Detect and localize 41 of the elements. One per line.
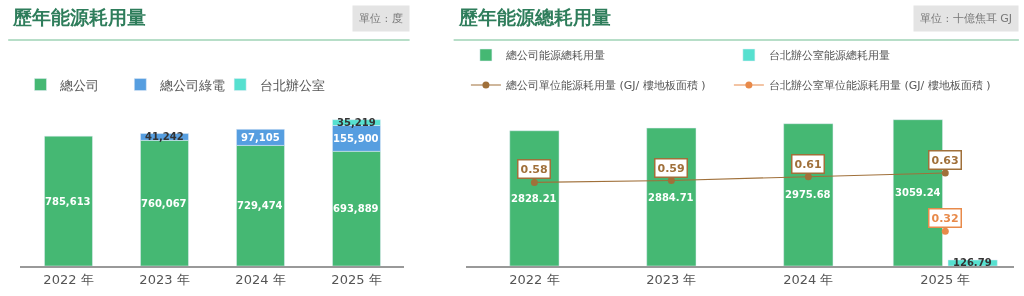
data-label: 155,900 — [333, 133, 379, 144]
x-tick-label: 2023 年 — [139, 271, 190, 287]
data-label: 0.58 — [520, 162, 548, 176]
legend-label: 台北辦公室 — [260, 77, 326, 93]
data-label: 126.79 — [953, 257, 992, 268]
point — [530, 178, 538, 186]
data-label: 2975.68 — [785, 189, 831, 200]
chart-subtitle: 單位 : 度 — [359, 12, 403, 25]
data-label: 0.59 — [657, 161, 685, 175]
x-tick-label: 2023 年 — [646, 271, 697, 287]
data-label: 41,242 — [145, 131, 184, 142]
data-label: 729,474 — [237, 200, 283, 211]
point — [941, 169, 949, 177]
legend-label: 總公司綠電 — [159, 77, 226, 93]
bar — [44, 135, 93, 266]
legend-label: 總公司能源總耗用量 — [504, 49, 605, 63]
chart-subtitle: 單位 : 十億焦耳 GJ — [920, 12, 1012, 25]
data-label: 3059.24 — [895, 187, 941, 198]
x-tick-label: 2024 年 — [235, 271, 286, 287]
legend-label: 總公司單位能源耗用量 (GJ/ 樓地板面積 ) — [504, 79, 706, 93]
legend-label: 總公司 — [59, 77, 100, 93]
x-tick-label: 2022 年 — [509, 271, 560, 287]
x-tick-label: 2022 年 — [43, 271, 94, 287]
point — [667, 177, 675, 184]
data-label: 760,067 — [141, 198, 187, 209]
x-tick-label: 2024 年 — [783, 271, 834, 287]
data-label: 97,105 — [241, 132, 280, 143]
x-tick-label: 2025 年 — [920, 271, 971, 287]
legend-label: 台北辦公室單位能源耗用量 (GJ/ 樓地板面積 ) — [768, 79, 991, 93]
data-label: 0.32 — [931, 211, 959, 225]
data-label: 2828.21 — [511, 193, 557, 204]
x-tick-label: 2025 年 — [331, 271, 382, 287]
data-label: 785,613 — [45, 196, 91, 207]
data-label: 693,889 — [333, 203, 379, 214]
legend-label: 台北辦公室能源總耗用量 — [768, 49, 890, 63]
data-label: 0.61 — [794, 157, 822, 171]
chart-title: 歷年能源總耗用量 — [458, 6, 611, 28]
chart-title: 歷年能源耗用量 — [12, 6, 146, 28]
data-label: 0.63 — [931, 153, 959, 167]
data-label: 2884.71 — [648, 192, 694, 203]
point — [804, 173, 812, 181]
